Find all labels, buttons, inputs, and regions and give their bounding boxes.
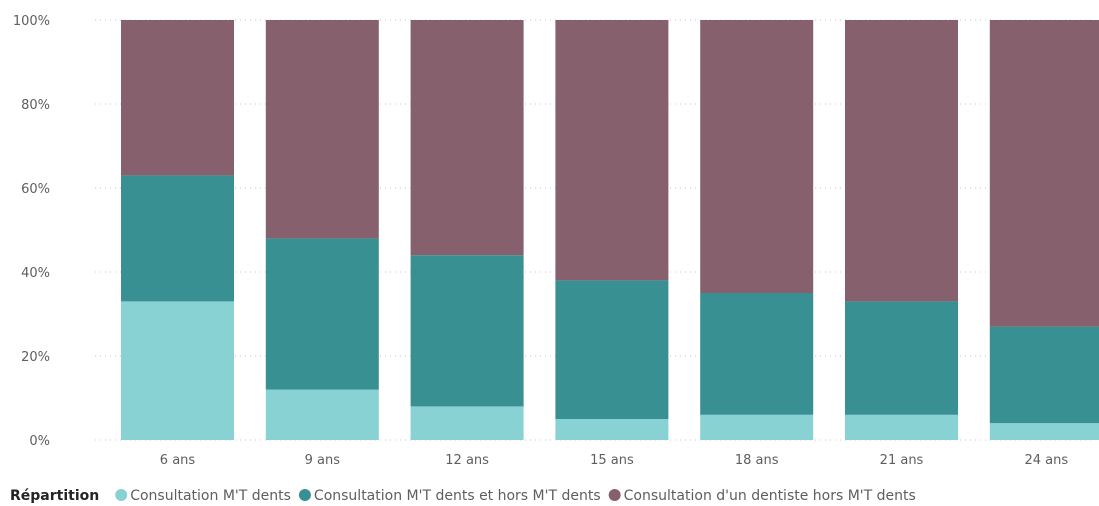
x-tick-label: 15 ans xyxy=(590,453,634,468)
y-tick-label: 0% xyxy=(29,434,50,449)
bar-stack xyxy=(121,20,234,440)
y-tick-label: 60% xyxy=(21,182,50,197)
x-tick-label: 9 ans xyxy=(305,453,341,468)
x-tick-label: 6 ans xyxy=(160,453,196,468)
bar-segment[interactable] xyxy=(121,301,234,440)
bar-stack xyxy=(700,20,814,440)
legend-label: Consultation M'T dents et hors M'T dents xyxy=(314,488,601,504)
y-tick-label: 100% xyxy=(13,14,50,29)
bar-stack xyxy=(555,20,669,440)
x-axis-ticks: 6 ans 9 ans 12 ans 15 ans 18 ans 21 ans 24 ans xyxy=(160,453,1069,468)
legend-title: Répartition xyxy=(10,488,99,504)
bar-segment[interactable] xyxy=(700,293,814,415)
bar-segment[interactable] xyxy=(989,326,1099,424)
legend-item[interactable]: Consultation M'T dents et hors M'T dents xyxy=(298,488,601,504)
bar-segment[interactable] xyxy=(845,414,958,440)
bar-segment[interactable] xyxy=(845,301,958,415)
bar-segment[interactable] xyxy=(121,20,234,176)
legend-label: Consultation M'T dents xyxy=(130,488,291,504)
legend-marker-icon xyxy=(608,489,621,501)
bar-segment[interactable] xyxy=(265,389,379,440)
y-axis-ticks: 0% 20% 40% 60% 80% 100% xyxy=(13,14,50,449)
bar-segment[interactable] xyxy=(410,20,524,256)
bar-stack xyxy=(989,20,1099,440)
bar-segment[interactable] xyxy=(265,20,379,239)
bar-stack xyxy=(265,20,379,440)
bar-segment[interactable] xyxy=(265,238,379,390)
legend-label: Consultation d'un dentiste hors M'T dent… xyxy=(624,488,916,504)
y-tick-label: 20% xyxy=(21,350,50,365)
bars xyxy=(121,20,1099,440)
bar-stack xyxy=(845,20,958,440)
x-tick-label: 24 ans xyxy=(1024,453,1068,468)
bar-segment[interactable] xyxy=(989,423,1099,440)
bar-segment[interactable] xyxy=(845,20,958,302)
legend-item[interactable]: Consultation M'T dents xyxy=(115,488,291,504)
bar-segment[interactable] xyxy=(700,20,814,293)
bar-segment[interactable] xyxy=(555,20,669,281)
bar-segment[interactable] xyxy=(555,280,669,419)
legend-item[interactable]: Consultation d'un dentiste hors M'T dent… xyxy=(608,488,916,504)
y-tick-label: 80% xyxy=(21,98,50,113)
x-tick-label: 12 ans xyxy=(445,453,489,468)
x-tick-label: 18 ans xyxy=(735,453,779,468)
bar-segment[interactable] xyxy=(121,175,234,302)
legend-marker-icon xyxy=(115,489,128,501)
legend-marker-icon xyxy=(298,489,311,501)
bar-segment[interactable] xyxy=(410,255,524,407)
legend: Répartition Consultation M'T dents Consult… xyxy=(10,488,916,504)
bar-segment[interactable] xyxy=(410,406,524,440)
bar-segment[interactable] xyxy=(700,414,814,440)
bar-segment[interactable] xyxy=(989,20,1099,327)
x-tick-label: 21 ans xyxy=(880,453,924,468)
y-tick-label: 40% xyxy=(21,266,50,281)
bar-segment[interactable] xyxy=(555,419,669,440)
bar-stack xyxy=(410,20,524,440)
